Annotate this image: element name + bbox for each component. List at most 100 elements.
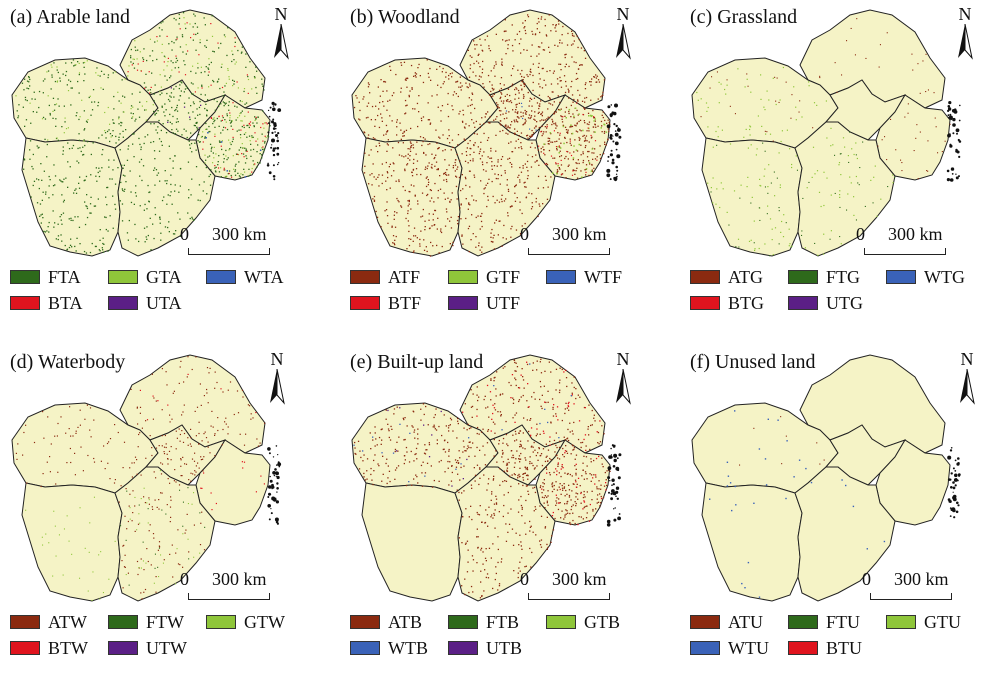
legend-swatch: [886, 270, 916, 284]
scale-line: [188, 248, 270, 255]
legend-label: WTB: [388, 638, 428, 658]
scale-bar: 0 300 km: [520, 220, 630, 262]
legend-swatch: [350, 296, 380, 310]
north-arrow-icon: N: [608, 4, 638, 62]
legend-label: ATF: [388, 267, 421, 287]
province-5: [361, 137, 463, 257]
legend-swatch: [546, 270, 576, 284]
legend-swatch: [886, 615, 916, 629]
north-arrow-icon: N: [266, 4, 296, 62]
legend-label: FTG: [826, 267, 861, 287]
scale-bar: 0 300 km: [862, 565, 972, 607]
change-dots: [353, 14, 611, 257]
province-6: [794, 121, 896, 257]
region-map: [351, 9, 622, 257]
legend-label: ATB: [388, 612, 423, 632]
region-map: [351, 354, 622, 602]
panel-title: (f) Unused land: [690, 351, 816, 373]
change-dots: [709, 410, 886, 598]
province-5: [21, 137, 123, 257]
scale-bar: 0 300 km: [520, 565, 630, 607]
map-panel-woodland: (b) Woodland N 0 300 km ATF GTF WTF BTF UTF: [340, 0, 673, 335]
north-arrow-icon: N: [608, 349, 638, 407]
scale-line: [870, 593, 952, 600]
scale-distance-label: 300 km: [212, 224, 267, 244]
scale-line: [528, 248, 610, 255]
legend-swatch: [206, 615, 236, 629]
legend-swatch: [108, 270, 138, 284]
legend-label: FTA: [48, 267, 81, 287]
north-arrow-icon: N: [262, 349, 292, 407]
legend-label: BTA: [48, 293, 83, 313]
legend-label: WTF: [584, 267, 622, 287]
province-4: [195, 439, 271, 526]
legend-label: WTA: [244, 267, 284, 287]
change-dots: [15, 12, 271, 254]
north-label: N: [960, 349, 974, 369]
north-label: N: [958, 4, 972, 24]
map-panel-unused: (f) Unused land N 0 300 km ATU FTU GTU WTU BTU: [680, 345, 1000, 680]
legend-swatch: [788, 296, 818, 310]
scale-zero-label: 0: [520, 569, 529, 589]
legend-swatch: [788, 615, 818, 629]
legend-swatch: [690, 270, 720, 284]
coastal-islands: [267, 445, 282, 525]
change-dots: [15, 356, 266, 601]
legend: ATF GTF WTF BTF UTF: [340, 267, 673, 330]
legend-label: BTW: [48, 638, 88, 658]
scale-distance-label: 300 km: [552, 569, 607, 589]
province-6: [114, 121, 216, 257]
legend-swatch: [448, 615, 478, 629]
legend-label: ATG: [728, 267, 763, 287]
scale-zero-label: 0: [180, 224, 189, 244]
legend-swatch: [546, 615, 576, 629]
change-dots: [353, 358, 611, 599]
north-label: N: [616, 349, 630, 369]
legend-swatch: [10, 615, 40, 629]
panel-title: (c) Grassland: [690, 6, 798, 28]
legend-label: GTA: [146, 267, 182, 287]
scale-zero-label: 0: [180, 569, 189, 589]
scale-line: [528, 593, 610, 600]
scale-bar: 0 300 km: [180, 565, 290, 607]
legend-swatch: [788, 270, 818, 284]
legend-label: GTB: [584, 612, 620, 632]
legend: FTA GTA WTA BTA UTA: [0, 267, 333, 330]
legend-swatch: [108, 641, 138, 655]
coastal-islands: [947, 447, 961, 519]
legend: ATU FTU GTU WTU BTU: [680, 612, 1000, 675]
legend-swatch: [350, 615, 380, 629]
province-6: [114, 466, 216, 602]
legend-label: GTW: [244, 612, 285, 632]
province-4: [875, 94, 951, 181]
scale-zero-label: 0: [520, 224, 529, 244]
legend: ATG FTG WTG BTG UTG: [680, 267, 1000, 330]
legend-swatch: [448, 641, 478, 655]
north-label: N: [616, 4, 630, 24]
legend-swatch: [350, 270, 380, 284]
coastal-islands: [266, 101, 282, 181]
legend-swatch: [10, 270, 40, 284]
legend-label: BTF: [388, 293, 422, 313]
map-panel-waterbody: (d) Waterbody N 0 300 km ATW FTW GTW BTW UTW: [0, 345, 333, 680]
scale-bar: 0 300 km: [856, 220, 966, 262]
legend-swatch: [448, 270, 478, 284]
north-arrow-icon: N: [952, 349, 982, 407]
north-arrow-icon: N: [950, 4, 980, 62]
legend-label: UTG: [826, 293, 863, 313]
legend-label: FTW: [146, 612, 184, 632]
region-map: [11, 9, 282, 257]
region-map: [691, 9, 962, 257]
scale-distance-label: 300 km: [212, 569, 267, 589]
legend-label: WTG: [924, 267, 965, 287]
scale-distance-label: 300 km: [894, 569, 949, 589]
map-panel-builtup: (e) Built-up land N 0 300 km ATB FTB GTB WTB UTB: [340, 345, 673, 680]
legend-label: WTU: [728, 638, 769, 658]
legend-swatch: [690, 641, 720, 655]
change-dots: [696, 18, 951, 257]
legend-swatch: [108, 296, 138, 310]
coastal-islands: [606, 103, 622, 182]
legend-label: ATU: [728, 612, 763, 632]
north-label: N: [270, 349, 284, 369]
province-5: [701, 482, 803, 602]
